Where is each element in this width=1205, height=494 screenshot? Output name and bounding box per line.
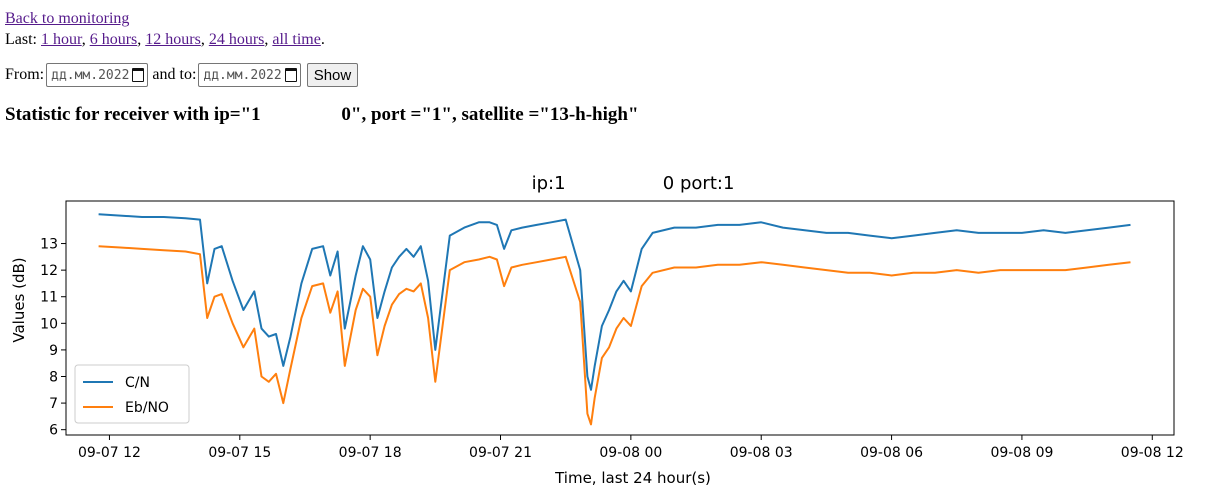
- chart-title: ip:1 0 port:1: [532, 173, 735, 194]
- to-date-placeholder: дд.мм.2022: [203, 67, 282, 83]
- x-tick-label: 09-08 03: [730, 445, 793, 461]
- calendar-icon[interactable]: [132, 68, 145, 82]
- y-tick-label: 12: [40, 263, 58, 279]
- back-to-monitoring-link[interactable]: Back to monitoring: [5, 10, 130, 27]
- x-tick-label: 09-08 12: [1121, 445, 1184, 461]
- page-heading: Statistic for receiver with ip="1 0", po…: [5, 104, 639, 125]
- legend-label: Eb/NO: [125, 400, 169, 416]
- to-label: and to:: [152, 66, 197, 83]
- from-date-placeholder: дд.мм.2022: [51, 67, 130, 83]
- y-tick-label: 11: [40, 290, 58, 306]
- x-tick-label: 09-07 18: [339, 445, 402, 461]
- show-button[interactable]: Show: [306, 63, 359, 87]
- y-axis-label: Values (dB): [10, 257, 28, 342]
- range-sep: ,: [81, 31, 90, 48]
- range-link-24-hours[interactable]: 24 hours: [208, 31, 265, 48]
- from-date-input[interactable]: дд.мм.2022: [46, 63, 149, 87]
- range-link-12-hours[interactable]: 12 hours: [145, 31, 201, 48]
- y-tick-label: 10: [40, 316, 58, 332]
- chart-container: ip:1 0 port:1 Values (dB) Time, last 24 …: [0, 165, 1205, 489]
- x-tick-label: 09-07 15: [208, 445, 271, 461]
- to-date-input[interactable]: дд.мм.2022: [198, 63, 301, 87]
- legend-box: [74, 364, 190, 424]
- range-link-all-time[interactable]: all time: [272, 31, 321, 48]
- range-end: .: [320, 31, 325, 48]
- y-tick-label: 8: [49, 370, 58, 386]
- from-label: From:: [5, 66, 45, 83]
- range-link-6-hours[interactable]: 6 hours: [89, 31, 138, 48]
- plot-area: 6 7 8 9 10 11 12 13 09-07 12 09-07 15 09-07 18 09-0…: [40, 200, 1184, 461]
- back-row: Back to monitoring: [5, 8, 1205, 29]
- y-tick-label: 6: [49, 423, 58, 439]
- x-axis-label: Time, last 24 hour(s): [554, 469, 711, 487]
- line-chart: ip:1 0 port:1 Values (dB) Time, last 24 …: [10, 173, 1184, 487]
- range-sep: ,: [137, 31, 146, 48]
- range-link-1-hour[interactable]: 1 hour: [41, 31, 82, 48]
- x-tick-label: 09-07 21: [469, 445, 532, 461]
- legend-label: C/N: [125, 375, 150, 391]
- plot-frame: [65, 200, 1175, 436]
- range-sep: ,: [200, 31, 209, 48]
- series-line-cn: [98, 213, 1131, 391]
- y-tick-label: 9: [49, 343, 58, 359]
- x-tick-label: 09-08 00: [599, 445, 662, 461]
- series-line-ebno: [98, 245, 1131, 426]
- y-tick-label: 7: [49, 396, 58, 412]
- y-tick-label: 13: [40, 237, 58, 253]
- x-tick-label: 09-08 09: [990, 445, 1053, 461]
- date-filter-form: From: дд.мм.2022 and to: дд.мм.2022 Show: [5, 62, 1205, 88]
- range-row: Last: 1 hour, 6 hours, 12 hours, 24 hour…: [5, 29, 1205, 50]
- calendar-icon[interactable]: [284, 68, 297, 82]
- x-tick-label: 09-07 12: [78, 445, 141, 461]
- x-tick-label: 09-08 06: [860, 445, 923, 461]
- range-sep: ,: [264, 31, 273, 48]
- last-label: Last:: [5, 31, 41, 48]
